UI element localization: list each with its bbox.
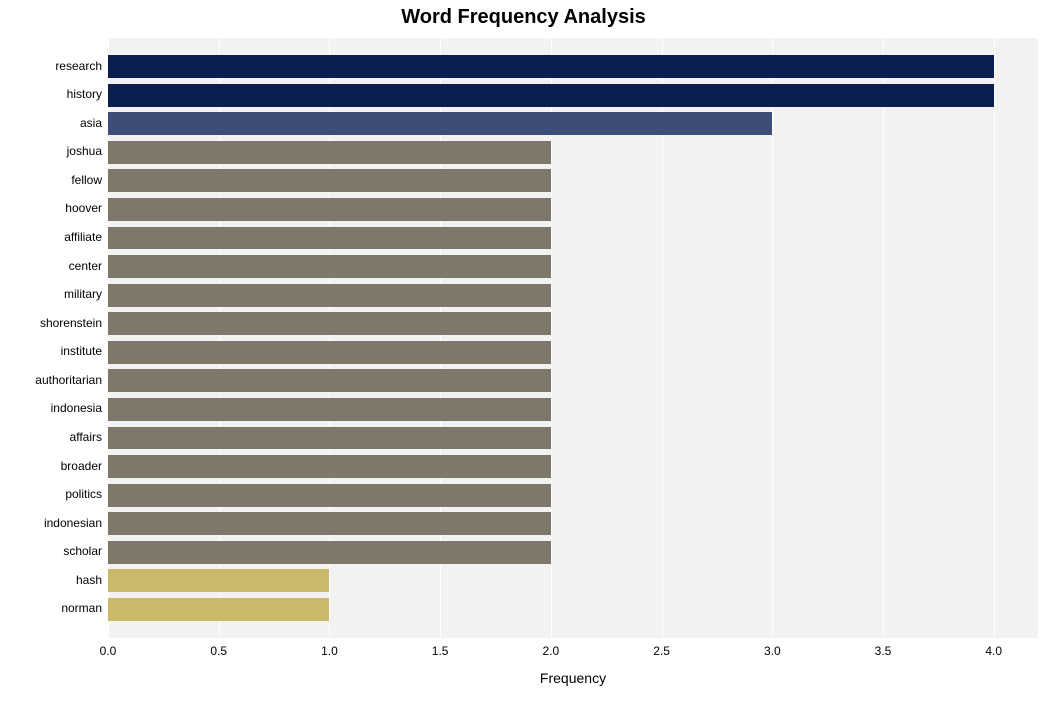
x-tick-label: 4.0 — [985, 644, 1002, 658]
y-tick-label: fellow — [71, 174, 102, 186]
chart-container: Word Frequency Analysis 0.00.51.01.52.02… — [0, 0, 1047, 701]
bar — [108, 569, 329, 592]
y-tick-label: history — [67, 88, 102, 100]
y-tick-label: asia — [80, 117, 102, 129]
bar — [108, 598, 329, 621]
bar — [108, 398, 551, 421]
grid-line — [994, 38, 995, 638]
x-tick-label: 0.0 — [100, 644, 117, 658]
y-tick-label: scholar — [63, 545, 102, 557]
y-tick-label: shorenstein — [40, 317, 102, 329]
x-tick-label: 1.0 — [321, 644, 338, 658]
y-tick-label: affairs — [70, 431, 102, 443]
bar — [108, 427, 551, 450]
x-axis-title: Frequency — [108, 670, 1038, 686]
y-tick-label: affiliate — [64, 231, 102, 243]
x-tick-label: 2.0 — [543, 644, 560, 658]
bar — [108, 512, 551, 535]
y-tick-label: joshua — [67, 145, 102, 157]
x-tick-label: 3.5 — [875, 644, 892, 658]
bar — [108, 312, 551, 335]
bar — [108, 198, 551, 221]
bar — [108, 284, 551, 307]
bar — [108, 541, 551, 564]
bar — [108, 455, 551, 478]
x-tick-label: 1.5 — [432, 644, 449, 658]
y-tick-label: politics — [65, 488, 102, 500]
y-tick-label: military — [64, 288, 102, 300]
y-tick-label: institute — [61, 345, 102, 357]
grid-line — [883, 38, 884, 638]
x-tick-label: 3.0 — [764, 644, 781, 658]
bar — [108, 141, 551, 164]
bar — [108, 369, 551, 392]
x-tick-label: 0.5 — [210, 644, 227, 658]
y-tick-label: hoover — [65, 202, 102, 214]
bar — [108, 227, 551, 250]
y-tick-label: hash — [76, 574, 102, 586]
y-tick-label: indonesia — [51, 402, 102, 414]
bar — [108, 169, 551, 192]
bar — [108, 484, 551, 507]
y-tick-label: center — [69, 260, 102, 272]
bar — [108, 55, 994, 78]
y-tick-label: research — [55, 60, 102, 72]
y-tick-label: broader — [61, 460, 102, 472]
grid-line — [772, 38, 773, 638]
bar — [108, 112, 772, 135]
bar — [108, 341, 551, 364]
x-tick-label: 2.5 — [653, 644, 670, 658]
bar — [108, 84, 994, 107]
y-tick-label: indonesian — [44, 517, 102, 529]
y-tick-label: norman — [61, 602, 102, 614]
y-tick-label: authoritarian — [35, 374, 102, 386]
bar — [108, 255, 551, 278]
chart-title: Word Frequency Analysis — [0, 6, 1047, 29]
plot-area: 0.00.51.01.52.02.53.03.54.0researchhisto… — [108, 38, 1038, 638]
